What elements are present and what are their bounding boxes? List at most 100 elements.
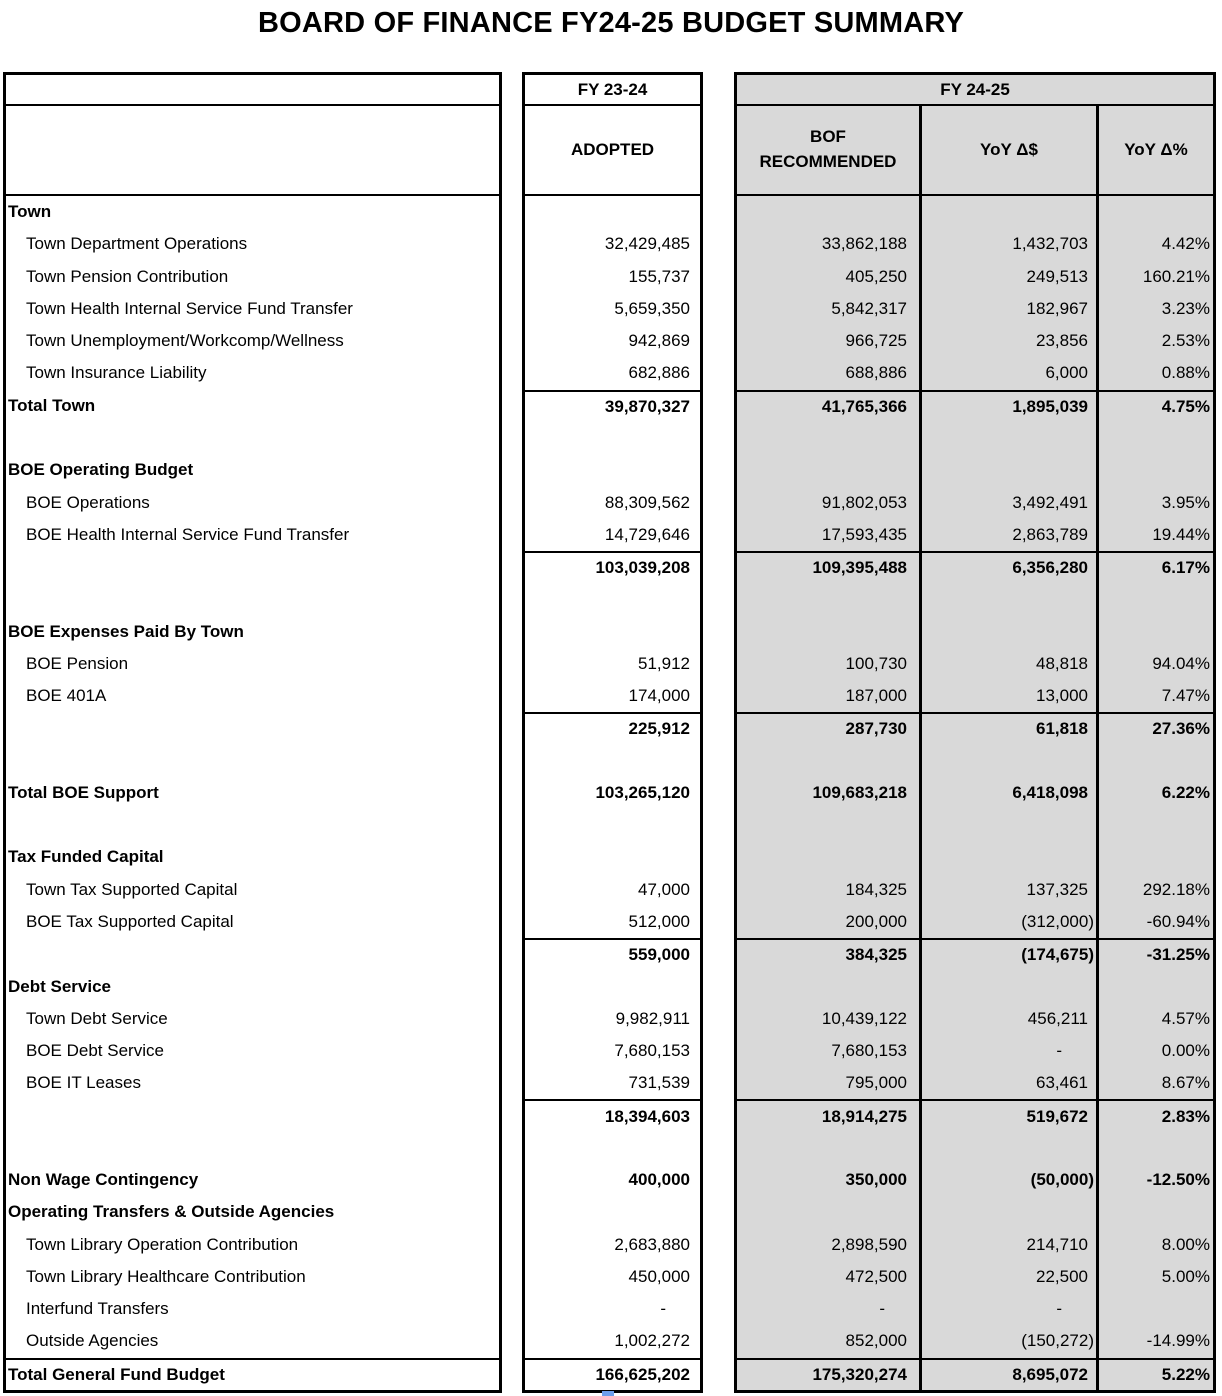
cell-bof-recommended: 287,730 <box>737 714 922 745</box>
cell-yoy-percent: 160.21% <box>1142 266 1210 286</box>
cell-bof-recommended: 384,325 <box>737 940 922 971</box>
cell-yoy-dollar <box>922 454 1099 487</box>
row-label: BOE 401A <box>26 686 107 706</box>
selection-fill-handle[interactable] <box>602 1391 614 1396</box>
row-label: Town Debt Service <box>26 1008 168 1028</box>
row-label: Town Library Healthcare Contribution <box>26 1266 306 1286</box>
cell-adopted: 14,729,646 <box>604 524 690 544</box>
cell-adopted: 47,000 <box>638 879 690 899</box>
cell-adopted: 32,429,485 <box>604 234 690 254</box>
cell-bof-recommended: 966,725 <box>737 325 922 358</box>
row-label: Town Department Operations <box>26 234 248 254</box>
table-row: BOE IT Leases <box>6 1067 499 1099</box>
fy2425-rows: 33,862,188 1,432,703 4.42% 405,250 249,513 16… <box>737 196 1213 1390</box>
cell-bof-recommended: 17,593,435 <box>737 518 922 551</box>
table-row: 41,765,366 1,895,039 4.75% <box>737 389 1213 422</box>
table-row <box>737 970 1213 1003</box>
cell-yoy-dollar <box>922 583 1099 616</box>
table-row: Town Insurance Liability <box>6 357 499 389</box>
table-row: 109,683,218 6,418,098 6.22% <box>737 776 1213 810</box>
cell-yoy-percent <box>1099 196 1213 228</box>
table-row <box>6 1099 499 1131</box>
row-label: Town Health Internal Service Fund Transf… <box>26 298 353 318</box>
cell-bof-recommended: 18,914,275 <box>737 1101 922 1132</box>
table-row <box>737 583 1213 616</box>
cell-yoy-dollar: (174,675) <box>922 940 1099 971</box>
cell-adopted <box>525 841 700 873</box>
table-row: Total BOE Support <box>6 777 499 809</box>
adopted-rows: 32,429,485 155,737 5,659,350 942,869 682,886… <box>525 196 700 1390</box>
labels-rows: Town Town Department Operations Town Pensi… <box>6 196 499 1390</box>
cell-yoy-dollar <box>922 1196 1099 1229</box>
cell-yoy-dollar: 214,710 <box>922 1228 1099 1261</box>
fy2425-table: FY 24-25 BOF RECOMMENDED YoY Δ$ YoY Δ% 3… <box>734 72 1216 1393</box>
table-row <box>737 421 1213 455</box>
cell-yoy-dollar <box>922 970 1099 1003</box>
table-row: 33,862,188 1,432,703 4.42% <box>737 228 1213 261</box>
table-row <box>6 422 499 454</box>
cell-adopted: 9,982,911 <box>615 1008 690 1028</box>
cell-yoy-percent: 6.17% <box>1161 558 1210 578</box>
cell-bof-recommended: 405,250 <box>737 260 922 293</box>
cell-bof-recommended: - <box>737 1293 922 1326</box>
page-title: BOARD OF FINANCE FY24-25 BUDGET SUMMARY <box>258 7 964 39</box>
table-row: Town Health Internal Service Fund Transf… <box>6 293 499 325</box>
cell-bof-recommended: 688,886 <box>737 357 922 390</box>
cell-bof-recommended <box>737 1196 922 1229</box>
cell-yoy-percent: 4.75% <box>1161 396 1210 416</box>
table-row <box>737 615 1213 648</box>
cell-yoy-dollar: 63,461 <box>922 1067 1099 1100</box>
cell-yoy-percent: 19.44% <box>1152 524 1210 544</box>
row-label: BOE Pension <box>26 653 129 673</box>
table-row: 350,000 (50,000) -12.50% <box>737 1163 1213 1197</box>
row-label: Town <box>8 202 52 222</box>
cell-yoy-percent: 8.00% <box>1161 1234 1210 1254</box>
cell-bof-recommended: 10,439,122 <box>737 1002 922 1035</box>
table-row: Debt Service <box>6 970 499 1002</box>
cell-adopted: 512,000 <box>628 911 690 931</box>
table-row: BOE Debt Service <box>6 1035 499 1067</box>
cell-adopted: 225,912 <box>525 712 700 744</box>
table-row <box>6 583 499 615</box>
cell-adopted <box>525 583 700 615</box>
cell-yoy-dollar: 182,967 <box>922 292 1099 326</box>
header-yoy-dollar: YoY Δ$ <box>922 106 1099 194</box>
row-label: BOE IT Leases <box>26 1073 141 1093</box>
cell-adopted: 2,683,880 <box>614 1234 690 1254</box>
table-row: 5,842,317 182,967 3.23% <box>737 292 1213 326</box>
cell-yoy-dollar <box>922 841 1099 874</box>
cell-adopted <box>525 454 700 486</box>
cell-yoy-dollar: 48,818 <box>922 647 1099 680</box>
cell-yoy-percent <box>1099 841 1213 873</box>
cell-bof-recommended: 33,862,188 <box>737 228 922 261</box>
row-label: BOE Expenses Paid By Town <box>8 621 244 641</box>
cell-bof-recommended <box>737 615 922 648</box>
cell-adopted: 103,039,208 <box>525 550 700 583</box>
cell-bof-recommended <box>737 744 922 777</box>
fy2324-table: FY 23-24 ADOPTED 32,429,485 155,737 5,659,… <box>522 72 703 1393</box>
row-label: Outside Agencies <box>26 1331 159 1351</box>
cell-yoy-dollar: 1,895,039 <box>922 391 1099 422</box>
cell-yoy-percent: -60.94% <box>1146 911 1210 931</box>
cell-yoy-dollar: 8,695,072 <box>922 1359 1099 1390</box>
row-label: Total Town <box>8 395 96 415</box>
table-row: 472,500 22,500 5.00% <box>737 1260 1213 1294</box>
header-fy2425: FY 24-25 <box>737 75 1213 106</box>
table-row: BOE Expenses Paid By Town <box>6 615 499 647</box>
cell-yoy-percent <box>1099 1132 1213 1164</box>
cell-bof-recommended: 795,000 <box>737 1067 922 1100</box>
cell-yoy-percent: 6.22% <box>1161 782 1210 802</box>
cell-yoy-percent <box>1099 422 1213 454</box>
fy2425-subheaders: BOF RECOMMENDED YoY Δ$ YoY Δ% <box>737 106 1213 196</box>
table-row: Town Tax Supported Capital <box>6 874 499 906</box>
cell-bof-recommended <box>737 454 922 487</box>
cell-adopted: 51,912 <box>638 653 690 673</box>
row-label: BOE Debt Service <box>26 1041 164 1061</box>
cell-yoy-percent: -14.99% <box>1146 1331 1210 1351</box>
cell-yoy-dollar: (312,000) <box>922 905 1099 939</box>
cell-bof-recommended <box>737 1131 922 1164</box>
cell-yoy-percent: 7.47% <box>1161 686 1210 706</box>
header-fy2324: FY 23-24 <box>525 75 700 106</box>
cell-yoy-percent: 2.53% <box>1161 331 1210 351</box>
